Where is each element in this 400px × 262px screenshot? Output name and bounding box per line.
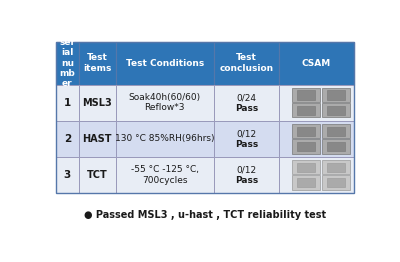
Bar bbox=[322, 103, 350, 117]
Bar bbox=[327, 178, 345, 187]
Bar bbox=[78, 41, 116, 85]
Text: Soak40h(60/60)
Reflow*3: Soak40h(60/60) Reflow*3 bbox=[129, 93, 201, 112]
Bar bbox=[327, 106, 345, 115]
Bar bbox=[327, 142, 345, 151]
Bar bbox=[322, 124, 350, 138]
Bar bbox=[297, 178, 315, 187]
Bar bbox=[292, 139, 320, 154]
Bar bbox=[322, 175, 350, 190]
Bar bbox=[116, 85, 214, 121]
Text: HAST: HAST bbox=[82, 134, 112, 144]
Bar bbox=[297, 163, 315, 172]
Bar bbox=[214, 85, 279, 121]
Text: Test
items: Test items bbox=[83, 53, 111, 73]
Bar bbox=[56, 41, 354, 193]
Text: 3: 3 bbox=[64, 170, 71, 180]
Bar bbox=[297, 106, 315, 115]
Text: 0/24: 0/24 bbox=[237, 94, 257, 102]
Bar bbox=[322, 88, 350, 102]
Bar bbox=[56, 157, 78, 193]
Bar bbox=[214, 41, 279, 85]
Text: 130 °C 85%RH(96hrs): 130 °C 85%RH(96hrs) bbox=[115, 134, 214, 143]
Bar bbox=[297, 142, 315, 151]
Text: Test
conclusion: Test conclusion bbox=[220, 53, 274, 73]
Text: ser
ial
nu
mb
er: ser ial nu mb er bbox=[59, 38, 75, 88]
Bar bbox=[327, 90, 345, 100]
Bar bbox=[56, 121, 78, 157]
Text: Pass: Pass bbox=[235, 104, 258, 113]
Bar bbox=[78, 121, 116, 157]
Bar bbox=[292, 88, 320, 102]
Text: -55 °C -125 °C,
700cycles: -55 °C -125 °C, 700cycles bbox=[131, 165, 199, 184]
Bar bbox=[292, 160, 320, 174]
Text: 1: 1 bbox=[64, 98, 71, 108]
Bar bbox=[78, 85, 116, 121]
Bar bbox=[297, 90, 315, 100]
Bar bbox=[56, 85, 78, 121]
Text: 0/12: 0/12 bbox=[237, 166, 257, 174]
Text: TCT: TCT bbox=[87, 170, 108, 180]
Bar bbox=[297, 127, 315, 136]
Bar bbox=[279, 157, 354, 193]
Bar bbox=[279, 41, 354, 85]
Bar bbox=[214, 121, 279, 157]
Bar bbox=[292, 103, 320, 117]
Text: Test Conditions: Test Conditions bbox=[126, 59, 204, 68]
Bar bbox=[322, 139, 350, 154]
Text: ● Passed MSL3 , u-hast , TCT reliability test: ● Passed MSL3 , u-hast , TCT reliability… bbox=[84, 210, 326, 220]
Bar bbox=[56, 41, 78, 85]
Bar bbox=[322, 160, 350, 174]
Bar bbox=[214, 157, 279, 193]
Bar bbox=[116, 41, 214, 85]
Bar bbox=[327, 127, 345, 136]
Bar bbox=[279, 121, 354, 157]
Text: Pass: Pass bbox=[235, 140, 258, 149]
Bar bbox=[292, 175, 320, 190]
Bar bbox=[116, 157, 214, 193]
Text: 0/12: 0/12 bbox=[237, 129, 257, 139]
Bar bbox=[279, 85, 354, 121]
Text: CSAM: CSAM bbox=[302, 59, 331, 68]
Bar bbox=[116, 121, 214, 157]
Text: MSL3: MSL3 bbox=[82, 98, 112, 108]
Text: Pass: Pass bbox=[235, 176, 258, 185]
Text: 2: 2 bbox=[64, 134, 71, 144]
Bar bbox=[292, 124, 320, 138]
Bar bbox=[327, 163, 345, 172]
Bar bbox=[78, 157, 116, 193]
